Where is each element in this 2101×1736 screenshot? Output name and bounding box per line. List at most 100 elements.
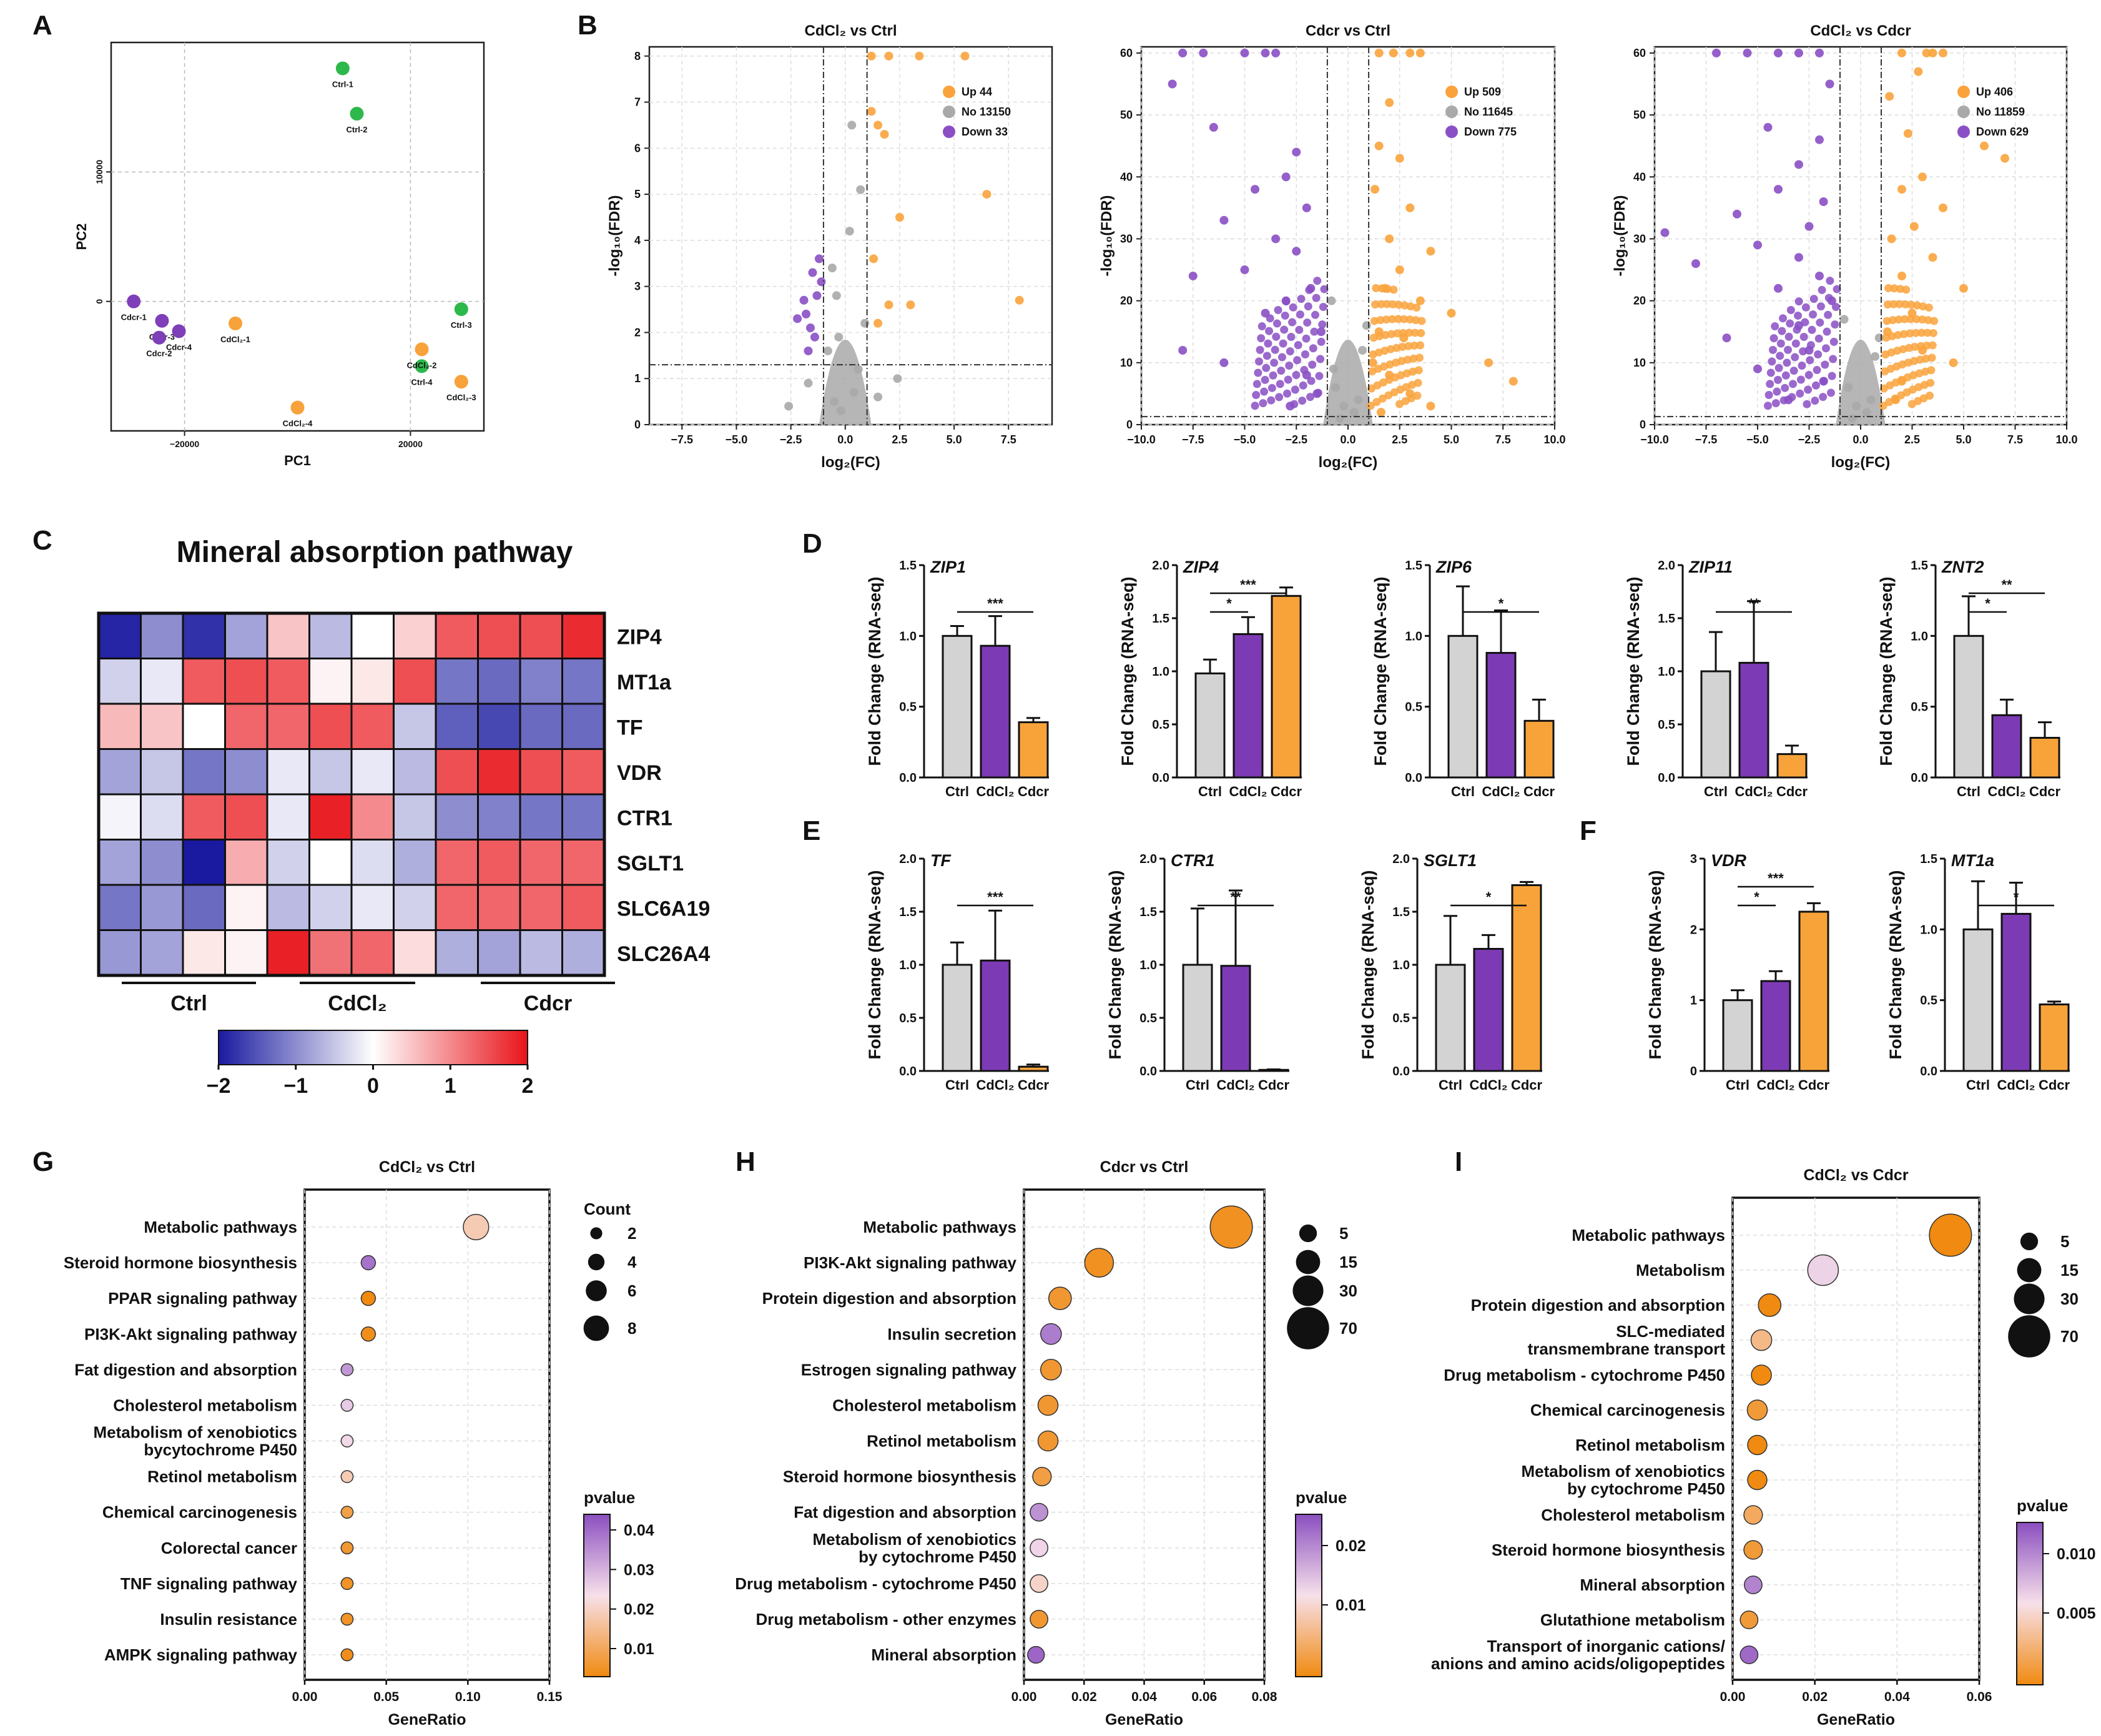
size-legend-dot [590,1227,603,1240]
heatmap-cell [140,612,184,659]
heatmap-cell [140,839,184,886]
dotplot-point [1746,1399,1768,1421]
volcano-point-down [1771,399,1780,408]
volcano-xtick-label: −2.5 [780,433,802,446]
significance-stars: ** [1748,596,1759,611]
bar [1776,753,1808,779]
heatmap-cell [140,929,184,977]
pca-point [454,302,468,317]
volcano-ylabel: -log₁₀(FDR) [1098,195,1115,276]
volcano-point-down [1831,320,1839,329]
significance-stars: * [1985,596,1990,611]
volcano-b2: −10.0 −7.5 −5.0 −2.5 0.0 2.5 5.0 7.5 10.0 0 10 20 30… [1098,22,1566,471]
dotplot-term-label: Cholesterol metabolism [113,1396,297,1414]
volcano-xtick-label: −2.5 [1285,433,1307,446]
pca-point [290,400,305,415]
significance-stars: ** [1230,889,1241,905]
volcano-b1: −7.5 −5.0 −2.5 0.0 2.5 5.0 7.5 0 1 2 3 4 5 6 7 8 CdCl₂ v… [606,22,1053,471]
bar-category-label: Ctrl [1451,784,1475,799]
volcano-point-down [1302,203,1311,212]
volcano-point-down [1789,380,1798,388]
volcano-point-down [1804,385,1813,394]
bar-ytick-label: 1.5 [1392,905,1410,919]
volcano-point-up [1911,328,1920,337]
heatmap-cell [224,748,268,796]
volcano-point-down [1257,334,1266,343]
volcano-point-down [1319,302,1327,311]
volcano-point-down [1733,209,1741,219]
volcano-point-down [1791,353,1799,362]
significance-stars: ** [2001,577,2012,593]
volcano-xtick-label: 5.0 [1956,433,1971,446]
bar-gene-title: TF [930,851,952,870]
bar-gene-title: CTR1 [1171,851,1215,870]
dotplot-term-label: Metabolism of xenobiotics [94,1423,298,1442]
bar [1953,634,1984,779]
dotplot-xtick-label: 0.04 [1884,1690,1910,1704]
heatmap-cell [435,612,479,659]
heatmap-cell [519,748,563,796]
volcano-point-down [1826,388,1835,397]
volcano-point-down [1712,48,1721,57]
color-legend-label: 0.02 [1336,1537,1366,1555]
heatmap-cell [519,793,563,841]
volcano-point-up [1927,366,1936,375]
volcano-point-up [1415,353,1424,362]
dotplot-point [340,1470,354,1483]
size-legend-dot [586,1280,607,1301]
heatmap-cell [561,793,606,841]
volcano-point-down [1815,48,1824,57]
bar-category-label: Ctrl [1704,784,1728,799]
volcano-point-down [1801,303,1810,312]
heatmap-cell [393,658,437,705]
volcano-point-down [1281,172,1291,182]
heatmap-row-label: ZIP4 [617,625,662,649]
volcano-point-up [1897,185,1906,194]
heatmap-cell [266,703,310,750]
volcano-point-down [1316,327,1326,337]
size-legend-dot [1296,1250,1321,1275]
volcano-point-down [1784,345,1793,354]
heatmap-cell [182,748,226,796]
volcano-point-up [1377,300,1385,308]
volcano-point-down [1277,353,1286,362]
dotplot-term-label: Insulin secretion [887,1324,1016,1343]
kegg-dotplot-i: Metabolic pathways Metabolism Protein dige… [1431,1166,2096,1729]
dotplot-point [1030,1574,1048,1593]
bar-ytick-label: 2 [1690,923,1697,937]
bar-ytick-label: 1.0 [1139,959,1157,972]
volcano-point-down [1776,352,1784,360]
bar-category-label: Cdcr [2039,1077,2070,1093]
volcano-point-down [802,309,811,318]
volcano-legend-swatch [943,106,955,118]
volcano-point-down [1308,360,1317,369]
volcano-xtick-label: 2.5 [1392,433,1407,446]
size-legend-label: 30 [2060,1290,2079,1308]
bar [1233,633,1264,779]
volcano-point-up [1884,284,1893,292]
bar-ytick-label: 1.5 [1911,559,1928,573]
dotplot-point [340,1506,354,1519]
bar-chart-tf: 0.0 0.5 1.0 1.5 2.0 Fold Change (RNA-seq) TF Ct… [865,851,1049,1093]
bar-gene-title: ZNT2 [1941,558,1984,576]
pca-point-label: Ctrl-4 [411,377,433,387]
volcano-point-down [1296,310,1304,319]
bar-ytick-label: 0.5 [1139,1012,1157,1025]
bar-ytick-label: 1.0 [1920,923,1937,937]
volcano-point-up [1929,328,1937,337]
volcano-point-no [849,388,859,397]
volcano-point-down [1292,147,1301,157]
volcano-xtick-label: 10.0 [2055,433,2077,446]
dotplot-term-label: TNF signaling pathway [121,1574,298,1593]
volcano-point-down [1320,285,1329,293]
bar-category-label: CdCl₂ [1997,1077,2035,1093]
heatmap-cell [266,748,310,796]
heatmap-cell [393,884,437,931]
dotplot-point [1030,1610,1048,1629]
volcano-point-down [1272,332,1281,341]
volcano-legend-label: Up 44 [962,86,992,98]
bar-gene-title: MT1a [1951,851,1994,870]
bar-ytick-label: 1.5 [899,905,917,919]
dotplot-point [1743,1505,1763,1525]
volcano-point-up [1372,398,1381,407]
